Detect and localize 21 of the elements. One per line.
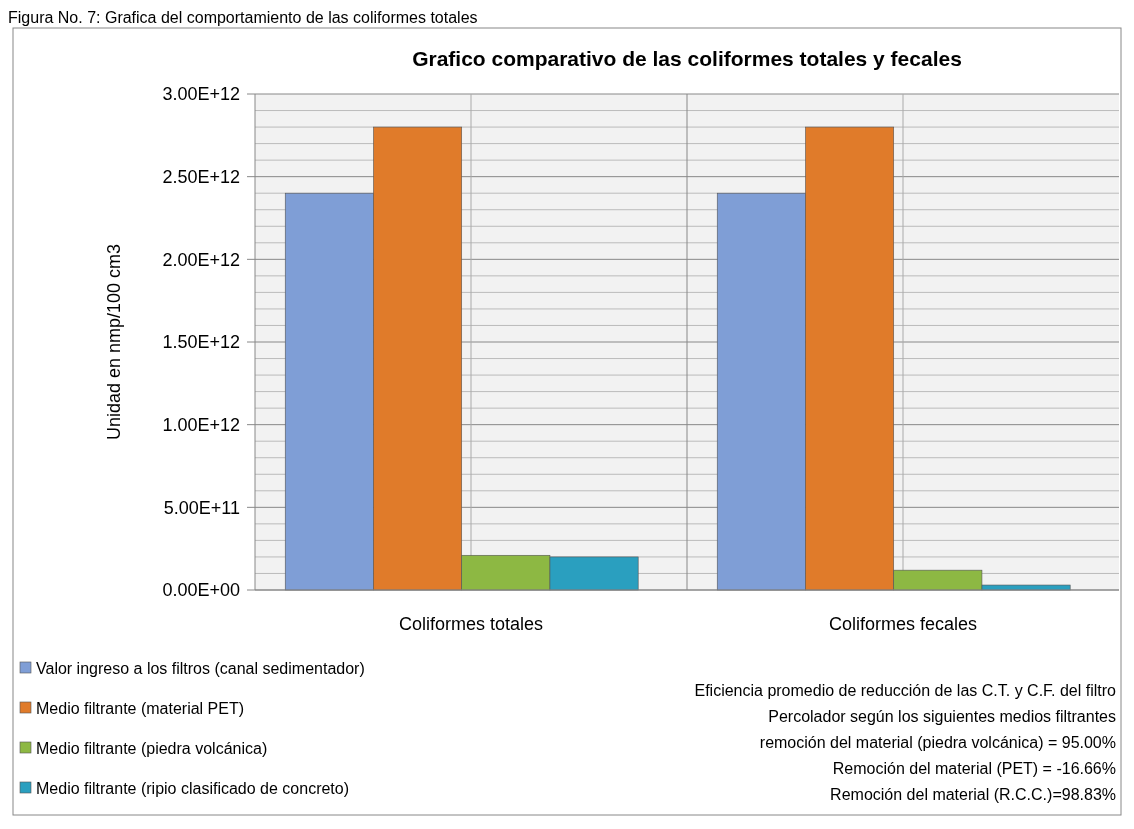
text: Remoción del material (PET) = -16.66% bbox=[832, 760, 1116, 777]
y-tick-label: 2.50E+12 bbox=[162, 166, 240, 187]
y-tick-label: 5.00E+11 bbox=[163, 497, 240, 518]
y-tick-label: 1.50E+12 bbox=[162, 332, 240, 353]
x-tick-label: Coliformes fecales bbox=[828, 614, 978, 634]
y-tick-label: 2.00E+12 bbox=[162, 249, 240, 270]
text: Figura No. 7: Grafica del comportamiento de las coliformes totales bbox=[8, 9, 478, 26]
text: Eficiencia promedio de reducción de las C.T. y C.F. del filtro bbox=[694, 682, 1117, 699]
text: remoción del material (piedra volcánica) = 95.00% bbox=[759, 734, 1116, 751]
legend-label: Valor ingreso a los filtros (canal sedimentador) bbox=[36, 659, 365, 677]
legend-label: Medio filtrante (piedra volcánica) bbox=[36, 739, 268, 757]
chart-title: Grafico comparativo de las coliformes totales y fecales bbox=[412, 47, 962, 70]
legend-label: Medio filtrante (ripio clasificado de concreto) bbox=[36, 779, 350, 797]
legend-label: Medio filtrante (material PET) bbox=[36, 699, 245, 717]
y-tick-label: 3.00E+12 bbox=[162, 84, 240, 105]
text: Percolador según los siguientes medios filtrantes bbox=[768, 708, 1116, 725]
y-tick-label: 0.00E+00 bbox=[162, 580, 240, 601]
y-tick-label: 1.00E+12 bbox=[162, 414, 240, 435]
x-tick-label: Coliformes totales bbox=[398, 614, 544, 634]
text: Remoción del material (R.C.C.)=98.83% bbox=[830, 786, 1116, 803]
y-axis-title: Unidad en nmp/100 cm3 bbox=[104, 243, 124, 441]
